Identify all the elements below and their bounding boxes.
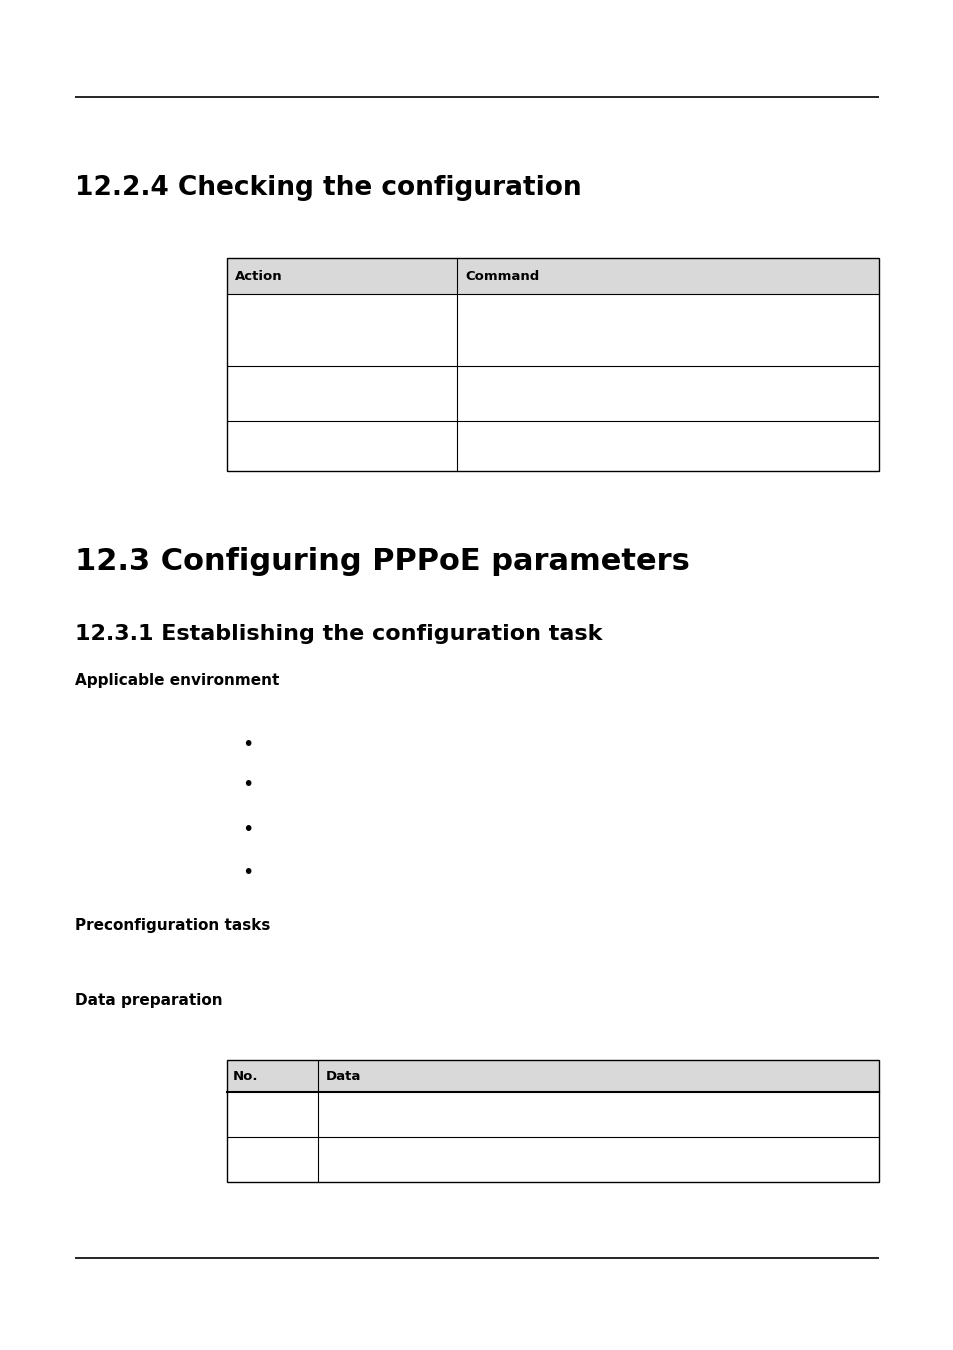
Text: Applicable environment: Applicable environment (75, 674, 279, 688)
Text: •: • (242, 821, 253, 840)
Text: •: • (242, 863, 253, 882)
Text: Action: Action (234, 270, 282, 282)
Bar (227, 258, 878, 294)
Text: 12.3.1 Establishing the configuration task: 12.3.1 Establishing the configuration ta… (75, 624, 601, 644)
Text: Preconfiguration tasks: Preconfiguration tasks (75, 918, 270, 933)
Bar (227, 1060, 878, 1183)
Text: Data preparation: Data preparation (75, 994, 222, 1008)
Text: Data: Data (326, 1069, 361, 1083)
Text: Command: Command (464, 270, 538, 282)
Text: 12.3 Configuring PPPoE parameters: 12.3 Configuring PPPoE parameters (75, 547, 689, 576)
Text: •: • (242, 775, 253, 795)
Text: No.: No. (233, 1069, 258, 1083)
Text: •: • (242, 736, 253, 755)
Bar (227, 258, 878, 471)
Bar (227, 1060, 878, 1092)
Text: 12.2.4 Checking the configuration: 12.2.4 Checking the configuration (75, 176, 581, 201)
